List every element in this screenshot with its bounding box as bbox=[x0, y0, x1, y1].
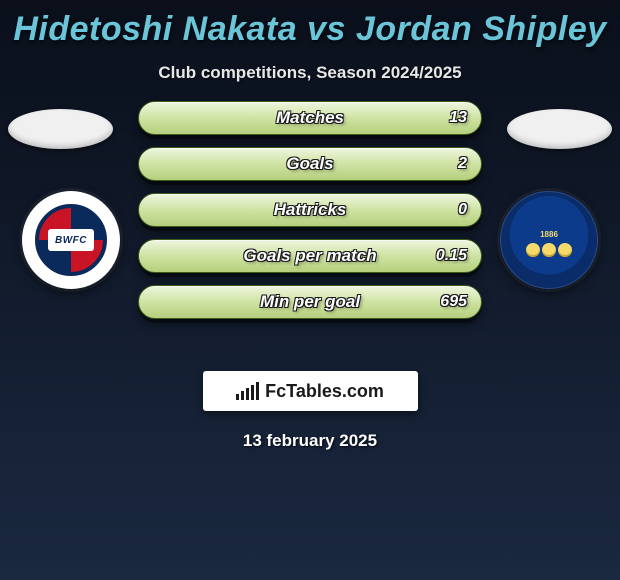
player-photo-left bbox=[8, 109, 113, 149]
stat-label: Goals per match bbox=[139, 246, 481, 266]
stat-value-right: 13 bbox=[449, 109, 467, 127]
club-crest-left-text: BWFC bbox=[48, 229, 94, 251]
stat-label: Goals bbox=[139, 154, 481, 174]
stat-value-right: 695 bbox=[440, 293, 467, 311]
bar-chart-icon bbox=[236, 382, 259, 400]
snapshot-date: 13 february 2025 bbox=[243, 431, 377, 451]
stat-label: Matches bbox=[139, 108, 481, 128]
player-photo-right bbox=[507, 109, 612, 149]
stat-row: Matches 13 bbox=[138, 101, 482, 135]
comparison-subtitle: Club competitions, Season 2024/2025 bbox=[158, 63, 461, 83]
club-crest-left: BWFC bbox=[22, 191, 120, 289]
comparison-title: Hidetoshi Nakata vs Jordan Shipley bbox=[13, 10, 606, 49]
comparison-arena: BWFC 1886 Matches 13 Goals 2 Hattricks 0 bbox=[0, 101, 620, 361]
stat-rows: Matches 13 Goals 2 Hattricks 0 Goals per… bbox=[138, 101, 482, 319]
stat-row: Min per goal 695 bbox=[138, 285, 482, 319]
fctables-badge[interactable]: FcTables.com bbox=[203, 371, 418, 411]
club-crest-right-lions bbox=[526, 243, 572, 257]
stat-row: Goals per match 0.15 bbox=[138, 239, 482, 273]
club-crest-right-year: 1886 bbox=[540, 230, 558, 239]
stat-value-right: 2 bbox=[458, 155, 467, 173]
stat-label: Hattricks bbox=[139, 200, 481, 220]
stat-label: Min per goal bbox=[139, 292, 481, 312]
stat-row: Hattricks 0 bbox=[138, 193, 482, 227]
brand-text: FcTables.com bbox=[265, 381, 384, 402]
stat-value-right: 0 bbox=[458, 201, 467, 219]
stat-row: Goals 2 bbox=[138, 147, 482, 181]
club-crest-right: 1886 bbox=[500, 191, 598, 289]
stat-value-right: 0.15 bbox=[436, 247, 467, 265]
